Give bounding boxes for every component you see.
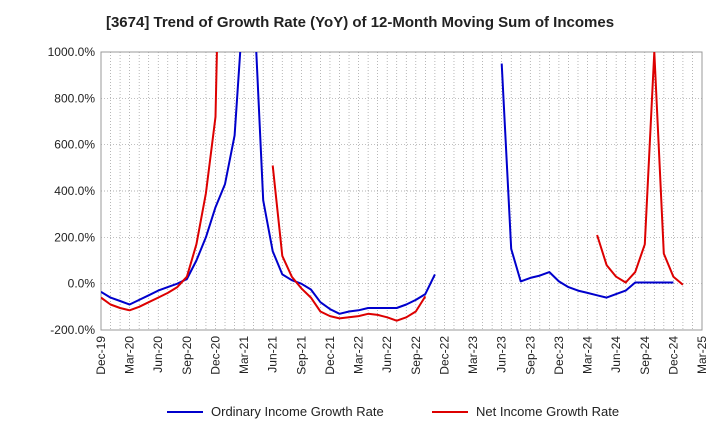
x-tick-label: Dec-19 <box>94 336 108 375</box>
x-tick-label: Sep-24 <box>638 336 652 375</box>
x-tick-label: Mar-20 <box>123 336 137 374</box>
x-tick-label: Sep-23 <box>523 336 537 375</box>
x-tick-label: Mar-23 <box>466 336 480 374</box>
x-tick-label: Dec-21 <box>323 336 337 375</box>
y-tick-label: 200.0% <box>54 230 95 244</box>
x-tick-label: Jun-21 <box>266 336 280 373</box>
legend-swatch-net-income <box>432 410 468 413</box>
x-tick-label: Jun-23 <box>495 336 509 373</box>
y-tick-label: 0.0% <box>68 277 96 291</box>
x-tick-label: Jun-24 <box>609 336 623 373</box>
x-tick-label: Sep-22 <box>409 336 423 375</box>
y-tick-label: 600.0% <box>54 138 95 152</box>
legend-label-net-income: Net Income Growth Rate <box>476 404 620 419</box>
series-line-1 <box>101 52 218 312</box>
series-line-0 <box>101 52 436 315</box>
x-tick-label: Mar-24 <box>581 336 595 374</box>
x-tick-label: Dec-23 <box>552 336 566 375</box>
x-tick-label: Mar-25 <box>695 336 709 374</box>
y-tick-label: 1000.0% <box>48 45 96 59</box>
x-tick-label: Jun-20 <box>151 336 165 373</box>
legend-swatch-ordinary-income <box>167 410 203 413</box>
x-tick-label: Dec-24 <box>666 336 680 375</box>
x-tick-label: Sep-20 <box>180 336 194 375</box>
y-tick-label: 800.0% <box>54 91 95 105</box>
legend-item-ordinary-income: Ordinary Income Growth Rate <box>167 404 384 419</box>
series-line-1 <box>596 52 684 286</box>
x-tick-label: Jun-22 <box>380 336 394 373</box>
series-line-1 <box>271 165 427 322</box>
y-tick-label: 400.0% <box>54 184 95 198</box>
x-tick-label: Sep-21 <box>294 336 308 375</box>
legend-label-ordinary-income: Ordinary Income Growth Rate <box>211 404 384 419</box>
x-tick-label: Mar-21 <box>237 336 251 374</box>
legend-item-net-income: Net Income Growth Rate <box>432 404 619 419</box>
x-tick-label: Dec-20 <box>208 336 222 375</box>
y-tick-label: -200.0% <box>50 323 95 337</box>
chart-title: [3674] Trend of Growth Rate (YoY) of 12-… <box>105 14 615 31</box>
x-tick-label: Mar-22 <box>352 336 366 374</box>
series-line-0 <box>500 63 674 299</box>
x-tick-label: Dec-22 <box>437 336 451 375</box>
